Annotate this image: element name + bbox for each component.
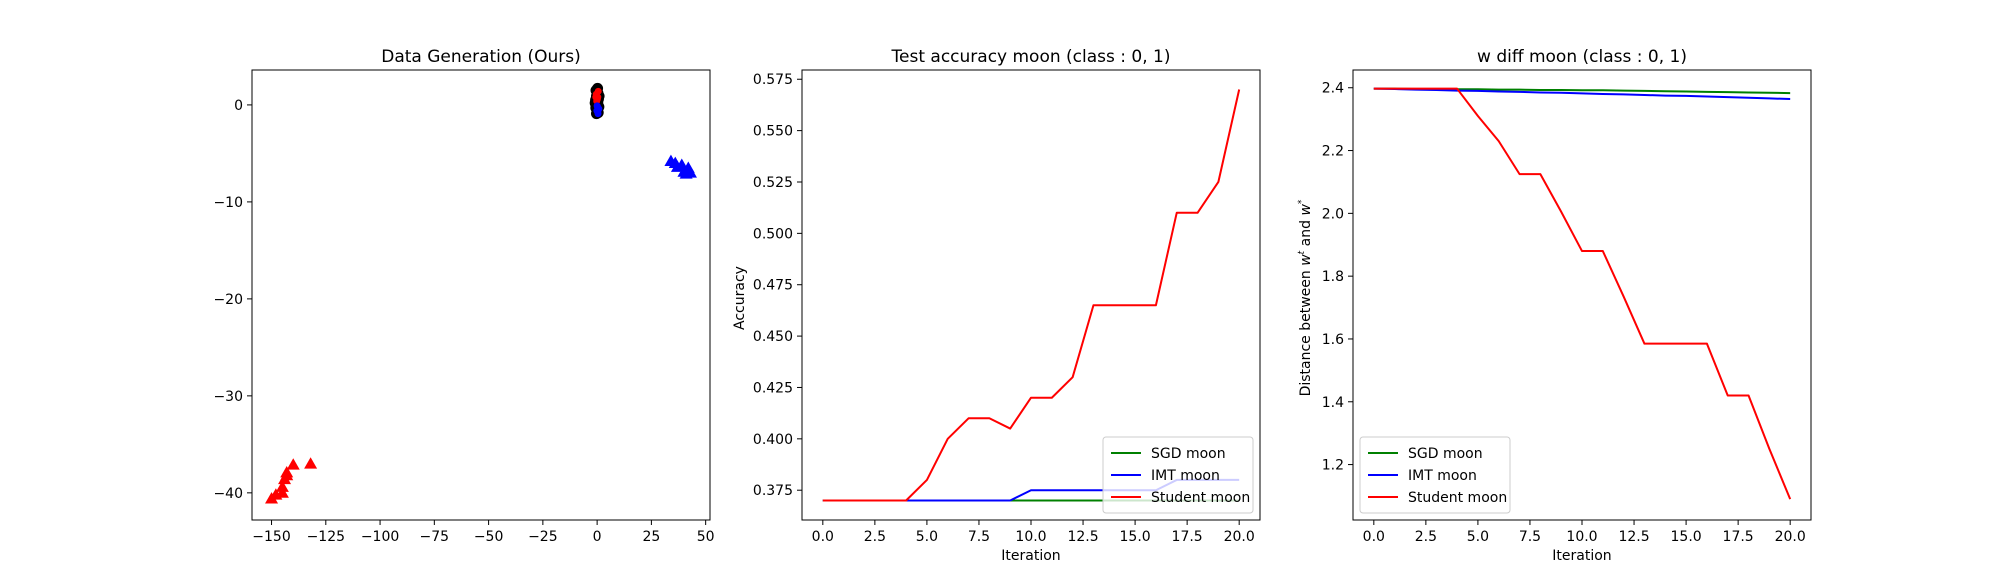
line-panel-w-diff: w diff moon (class : 0, 1) Iteration Dis… — [1297, 47, 1812, 564]
y-tick-label: 0 — [234, 98, 243, 114]
y-tick-label: 2.2 — [1322, 144, 1344, 160]
x-tick-label: 5.0 — [1467, 529, 1489, 545]
legend-label: SGD moon — [1151, 446, 1226, 462]
y-tick-label: 0.575 — [753, 72, 793, 88]
x-tick-label: 0 — [593, 529, 602, 545]
y-tick-label: 1.4 — [1322, 395, 1344, 411]
y-tick-label: 0.475 — [753, 278, 793, 294]
x-tick-label: 12.5 — [1067, 529, 1098, 545]
y-tick-label: 2.0 — [1322, 206, 1344, 222]
axes-frame — [251, 69, 711, 521]
x-tick-label: 7.5 — [1519, 529, 1541, 545]
x-tick-label: −125 — [307, 529, 345, 545]
series-line-student-moon — [822, 89, 1241, 502]
scatter-point-red-triangle — [275, 480, 289, 492]
legend-label: Student moon — [1408, 490, 1507, 506]
scatter-point-red-circle — [594, 87, 602, 95]
x-tick-label: −50 — [474, 529, 504, 545]
x-tick-label: −100 — [361, 529, 399, 545]
x-tick-label: 0.0 — [1363, 529, 1385, 545]
y-tick-label: −20 — [213, 292, 243, 308]
x-tick-label: 2.5 — [864, 529, 886, 545]
y-tick-label: 0.550 — [753, 124, 793, 140]
y-tick-label: 1.2 — [1322, 458, 1344, 474]
scatter-point-blue-circle — [593, 102, 601, 110]
series-line-student-moon — [1373, 87, 1792, 500]
scatter-point-red-triangle — [286, 458, 300, 470]
x-tick-label: 5.0 — [916, 529, 938, 545]
legend-label: SGD moon — [1408, 446, 1483, 462]
y-tick-label: 0.500 — [753, 226, 793, 242]
x-tick-label: 50 — [697, 529, 715, 545]
series-line-imt-moon — [1373, 87, 1791, 101]
x-tick-label: 0.0 — [812, 529, 834, 545]
y-tick-label: 0.425 — [753, 380, 793, 396]
scatter-point-blue-triangle — [675, 158, 689, 170]
scatter-point-red-triangle — [275, 486, 289, 498]
y-tick-label: 2.4 — [1322, 81, 1344, 97]
y-tick-label: −10 — [213, 195, 243, 211]
wdiff-y-axis-title: Distance between wt and w* — [1297, 199, 1314, 396]
y-tick-label: 1.8 — [1322, 269, 1344, 285]
accuracy-x-axis-title: Iteration — [1001, 548, 1060, 564]
y-tick-label: −40 — [213, 486, 243, 502]
accuracy-y-axis-title: Accuracy — [732, 266, 748, 330]
x-tick-label: 25 — [642, 529, 660, 545]
x-tick-label: 17.5 — [1172, 529, 1203, 545]
x-tick-label: 10.0 — [1015, 529, 1046, 545]
legend-label: IMT moon — [1408, 468, 1477, 484]
plot-area — [265, 82, 697, 504]
x-tick-label: 20.0 — [1775, 529, 1806, 545]
wdiff-x-axis-title: Iteration — [1552, 548, 1611, 564]
scatter-point-red-triangle — [280, 468, 294, 481]
scatter-point-red-circle — [592, 93, 600, 101]
y-tick-label: 0.375 — [753, 483, 793, 499]
x-tick-label: 17.5 — [1723, 529, 1754, 545]
scatter-point-red-triangle — [304, 457, 318, 469]
x-tick-label: 7.5 — [968, 529, 990, 545]
legend-label: Student moon — [1151, 490, 1250, 506]
y-tick-label: 0.525 — [753, 175, 793, 191]
plot-area — [1373, 87, 1792, 500]
x-tick-label: −150 — [252, 529, 290, 545]
y-tick-label: −30 — [213, 389, 243, 405]
scatter-point-blue-triangle — [683, 166, 697, 178]
x-tick-label: 10.0 — [1566, 529, 1597, 545]
scatter-panel-data-generation: Data Generation (Ours) −150 −125 −100 −75 −5… — [213, 47, 714, 545]
x-tick-label: 20.0 — [1224, 529, 1255, 545]
line-panel-test-accuracy: Test accuracy moon (class : 0, 1) Iterat… — [732, 47, 1261, 564]
y-tick-label: 0.400 — [753, 432, 793, 448]
legend: SGD moon IMT moon Student moon — [1359, 436, 1511, 514]
wdiff-chart-title: w diff moon (class : 0, 1) — [1477, 47, 1687, 67]
accuracy-chart-title: Test accuracy moon (class : 0, 1) — [891, 47, 1171, 67]
y-tick-label: 1.6 — [1322, 332, 1344, 348]
legend-box — [1359, 436, 1511, 514]
x-tick-label: 2.5 — [1415, 529, 1437, 545]
x-tick-label: −25 — [528, 529, 558, 545]
legend: SGD moon IMT moon Student moon — [1102, 436, 1254, 514]
legend-label: IMT moon — [1151, 468, 1220, 484]
scatter-title: Data Generation (Ours) — [381, 47, 581, 67]
x-tick-label: 15.0 — [1120, 529, 1151, 545]
legend-box — [1102, 436, 1254, 514]
y-tick-label: 0.450 — [753, 329, 793, 345]
x-tick-label: 15.0 — [1671, 529, 1702, 545]
x-tick-label: 12.5 — [1618, 529, 1649, 545]
x-tick-label: −75 — [420, 529, 450, 545]
